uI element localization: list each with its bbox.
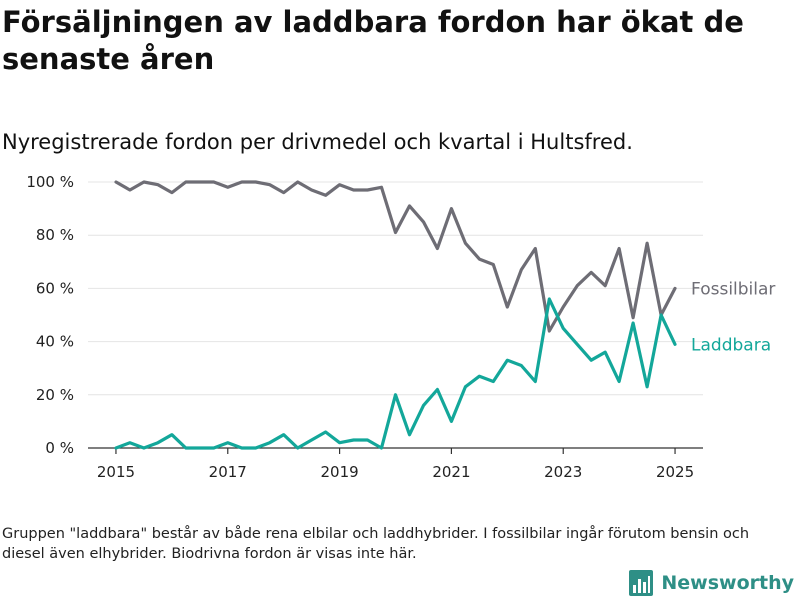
bar-chart-logo-icon [629, 570, 654, 596]
x-tick-label: 2025 [656, 463, 694, 481]
series-line-fossilbilar [114, 180, 677, 333]
x-tick-label: 2015 [97, 463, 135, 481]
series-label-fossilbilar: Fossilbilar [691, 279, 775, 299]
y-tick-label: 40 % [36, 333, 74, 351]
y-tick-label: 0 % [45, 439, 74, 457]
y-tick-label: 60 % [36, 279, 74, 297]
x-tick-label: 2019 [320, 463, 358, 481]
y-tick-label: 20 % [36, 386, 74, 404]
x-tick-label: 2023 [544, 463, 582, 481]
series-line-laddbara [114, 297, 677, 450]
chart-footnote: Gruppen "laddbara" består av både rena e… [2, 526, 750, 562]
series-label-laddbara: Laddbara [691, 335, 771, 355]
line-chart: 0 % 20 % 40 % 60 % 80 % 100 % 2015 2017 2019 2021… [26, 173, 775, 481]
y-tick-label: 80 % [36, 226, 74, 244]
chart-subtitle: Nyregistrerade fordon per drivmedel och … [2, 130, 633, 154]
brand-name: Newsworthy [661, 572, 794, 594]
brand-logo: Newsworthy [629, 566, 794, 600]
y-tick-label: 100 % [26, 173, 74, 191]
chart-title: Försäljningen av laddbara fordon har öka… [2, 5, 744, 76]
x-tick-label: 2021 [432, 463, 470, 481]
x-tick-label: 2017 [209, 463, 247, 481]
